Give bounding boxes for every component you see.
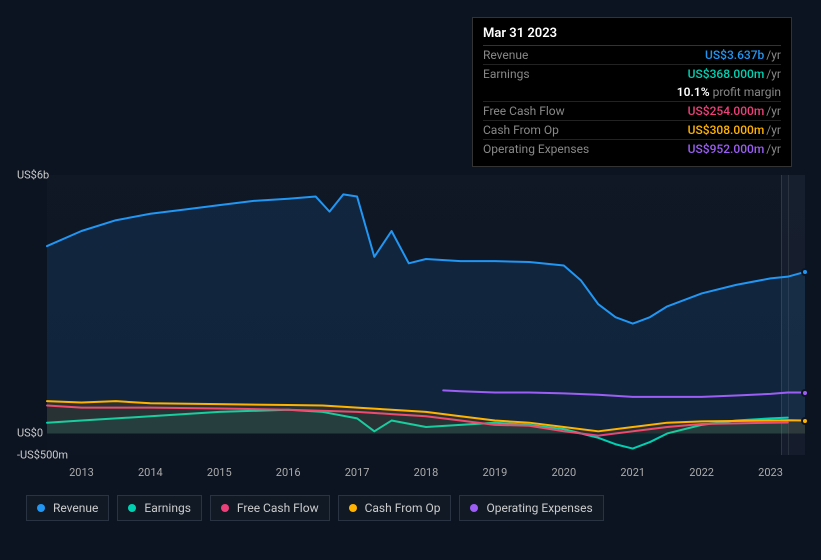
tooltip-subrow: 10.1% profit margin [483, 83, 781, 101]
legend-label: Free Cash Flow [237, 501, 319, 515]
tooltip-label: Operating Expenses [483, 142, 589, 156]
tooltip-label: Revenue [483, 48, 528, 62]
legend-item-free-cash-flow[interactable]: Free Cash Flow [210, 495, 330, 521]
tooltip-value: US$368.000m/yr [688, 67, 781, 81]
x-axis-tick: 2014 [138, 466, 163, 479]
chart-tooltip: Mar 31 2023 Revenue US$3.637b/yr Earnings U… [472, 17, 792, 167]
tooltip-value: US$254.000m/yr [688, 104, 781, 118]
tooltip-label: Earnings [483, 67, 530, 81]
tooltip-row: Operating Expenses US$952.000m/yr [483, 139, 781, 158]
series-end-dot-cfo [801, 417, 809, 425]
tooltip-row: Free Cash Flow US$254.000m/yr [483, 101, 781, 120]
tooltip-sub: 10.1% profit margin [677, 85, 781, 99]
x-axis-tick: 2015 [207, 466, 232, 479]
legend: Revenue Earnings Free Cash Flow Cash From O… [26, 495, 604, 521]
x-axis: 2013 2014 2015 2016 2017 2018 2019 2020 2021 2022… [17, 466, 805, 482]
tooltip-rows: Revenue US$3.637b/yr Earnings US$368.000m/y… [483, 45, 781, 158]
tooltip-row: Revenue US$3.637b/yr [483, 45, 781, 64]
y-axis-label: US$6b [17, 169, 49, 182]
x-axis-tick: 2016 [276, 466, 301, 479]
x-axis-tick: 2019 [483, 466, 508, 479]
x-axis-tick: 2017 [345, 466, 370, 479]
tooltip-row: Earnings US$368.000m/yr [483, 64, 781, 83]
tooltip-value: US$3.637b/yr [705, 48, 781, 62]
legend-item-cash-from-op[interactable]: Cash From Op [338, 495, 452, 521]
legend-label: Operating Expenses [486, 501, 592, 515]
x-axis-tick: 2020 [551, 466, 576, 479]
x-axis-tick: 2022 [689, 466, 714, 479]
legend-label: Revenue [53, 501, 98, 515]
y-axis-label: US$0 [17, 427, 43, 440]
plot-area[interactable] [47, 175, 805, 455]
y-axis-label: -US$500m [17, 449, 68, 462]
tooltip-value: US$308.000m/yr [688, 123, 781, 137]
x-axis-tick: 2018 [414, 466, 439, 479]
legend-label: Cash From Op [365, 501, 441, 515]
legend-dot [470, 504, 478, 512]
tooltip-label: Cash From Op [483, 123, 559, 137]
chart-container: US$6bUS$0-US$500m [17, 165, 805, 455]
tooltip-row: Cash From Op US$308.000m/yr [483, 120, 781, 139]
legend-item-operating-expenses[interactable]: Operating Expenses [459, 495, 603, 521]
legend-dot [37, 504, 45, 512]
legend-dot [128, 504, 136, 512]
chart-svg [47, 175, 805, 455]
x-axis-tick: 2013 [69, 466, 94, 479]
legend-label: Earnings [144, 501, 191, 515]
x-axis-tick: 2021 [620, 466, 645, 479]
legend-dot [221, 504, 229, 512]
series-end-dot-opex [801, 389, 809, 397]
x-axis-tick: 2023 [758, 466, 783, 479]
series-end-dot-revenue [801, 268, 809, 276]
legend-item-earnings[interactable]: Earnings [117, 495, 202, 521]
tooltip-date: Mar 31 2023 [483, 26, 781, 41]
legend-item-revenue[interactable]: Revenue [26, 495, 109, 521]
tooltip-value: US$952.000m/yr [688, 142, 781, 156]
tooltip-label: Free Cash Flow [483, 104, 565, 118]
legend-dot [349, 504, 357, 512]
